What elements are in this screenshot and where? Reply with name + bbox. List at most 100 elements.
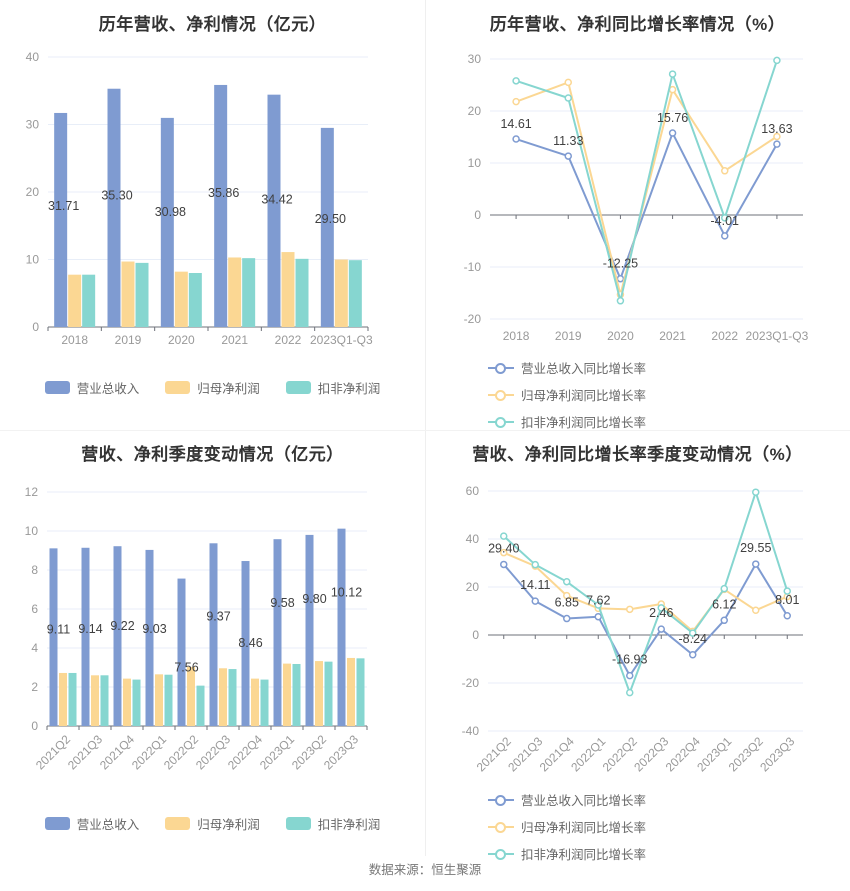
bar-non_gaap[interactable] <box>82 274 96 327</box>
point-revenue[interactable] <box>783 612 791 620</box>
legend-item-non_gaap[interactable]: 扣非净利润同比增长率 <box>488 844 670 863</box>
point-non_gaap[interactable] <box>689 629 697 637</box>
bar-net_profit[interactable] <box>315 661 323 726</box>
legend-item-revenue[interactable]: 营业总收入 <box>44 378 139 397</box>
legend-item-net_profit[interactable]: 归母净利润 <box>165 814 260 833</box>
legend-item-revenue[interactable]: 营业总收入同比增长率 <box>488 358 670 377</box>
point-revenue[interactable] <box>616 274 625 283</box>
bar-non_gaap[interactable] <box>188 273 202 327</box>
bar-net_profit[interactable] <box>251 678 259 726</box>
point-revenue[interactable] <box>563 614 571 623</box>
bar-non_gaap[interactable] <box>68 672 77 726</box>
point-non_gaap[interactable] <box>564 94 572 102</box>
legend-item-non_gaap[interactable]: 扣非净利润 <box>285 814 380 833</box>
bar-revenue[interactable] <box>81 547 90 726</box>
point-non_gaap[interactable] <box>563 577 571 586</box>
bar-revenue[interactable] <box>113 546 122 726</box>
bar-net_profit[interactable] <box>334 259 348 328</box>
legend-item-revenue[interactable]: 营业总收入同比增长率 <box>488 790 670 809</box>
point-revenue[interactable] <box>657 625 665 633</box>
point-non_gaap[interactable] <box>531 560 539 569</box>
point-net_profit[interactable] <box>721 167 729 175</box>
bar-non_gaap[interactable] <box>132 679 141 726</box>
bar-net_profit[interactable] <box>283 663 291 726</box>
point-revenue[interactable] <box>531 597 539 605</box>
bar-non_gaap[interactable] <box>242 258 256 327</box>
bar-non_gaap[interactable] <box>100 675 109 726</box>
point-revenue[interactable] <box>594 612 602 621</box>
bar-revenue[interactable] <box>49 548 58 726</box>
bar-net_profit[interactable] <box>59 672 67 726</box>
bar-revenue[interactable] <box>160 117 174 327</box>
bar-non_gaap[interactable] <box>324 661 333 726</box>
bar-revenue[interactable] <box>273 539 282 726</box>
bar-non_gaap[interactable] <box>164 674 173 726</box>
bar-revenue[interactable] <box>267 94 281 327</box>
bar-non_gaap[interactable] <box>348 260 362 327</box>
bar-revenue[interactable] <box>145 549 154 726</box>
point-non_gaap[interactable] <box>752 488 760 496</box>
bar-revenue[interactable] <box>177 578 186 726</box>
bar-net_profit[interactable] <box>347 657 355 726</box>
bar-net_profit[interactable] <box>219 668 227 726</box>
point-net_profit[interactable] <box>564 78 572 87</box>
point-non_gaap[interactable] <box>668 70 677 78</box>
point-net_profit[interactable] <box>626 605 634 614</box>
point-non_gaap[interactable] <box>594 601 602 609</box>
bar-non_gaap[interactable] <box>196 685 205 726</box>
bar-revenue[interactable] <box>305 534 314 726</box>
point-revenue[interactable] <box>752 560 760 568</box>
point-non_gaap[interactable] <box>657 604 665 612</box>
point-revenue[interactable] <box>689 651 697 659</box>
point-non_gaap[interactable] <box>773 56 781 65</box>
point-net_profit[interactable] <box>563 591 571 600</box>
legend-item-net_profit[interactable]: 归母净利润同比增长率 <box>488 385 670 404</box>
bar-net_profit[interactable] <box>123 678 131 726</box>
bar-non_gaap[interactable] <box>292 663 301 726</box>
point-revenue[interactable] <box>564 152 572 160</box>
legend-item-revenue[interactable]: 营业总收入 <box>44 814 139 833</box>
legend-item-non_gaap[interactable]: 扣非净利润同比增长率 <box>488 412 670 431</box>
bar-net_profit[interactable] <box>187 666 195 726</box>
bar-revenue[interactable] <box>54 112 68 328</box>
bar-revenue[interactable] <box>320 127 334 327</box>
legend-item-net_profit[interactable]: 归母净利润同比增长率 <box>488 817 670 836</box>
bar-net_profit[interactable] <box>91 675 99 726</box>
point-revenue[interactable] <box>773 140 781 148</box>
bar-net_profit[interactable] <box>68 274 82 327</box>
point-net_profit[interactable] <box>512 97 520 106</box>
point-revenue[interactable] <box>626 671 634 680</box>
point-net_profit[interactable] <box>500 548 508 557</box>
point-non_gaap[interactable] <box>616 297 625 305</box>
bar-revenue[interactable] <box>241 561 250 726</box>
point-net_profit[interactable] <box>752 606 760 615</box>
bar-non_gaap[interactable] <box>356 658 365 726</box>
point-non_gaap[interactable] <box>783 587 791 595</box>
bar-net_profit[interactable] <box>155 674 163 726</box>
point-revenue[interactable] <box>721 232 729 240</box>
point-revenue[interactable] <box>500 560 508 569</box>
bar-non_gaap[interactable] <box>295 258 309 327</box>
bar-non_gaap[interactable] <box>260 679 269 726</box>
legend-item-net_profit[interactable]: 归母净利润 <box>165 378 260 397</box>
point-revenue[interactable] <box>512 135 520 143</box>
bar-revenue[interactable] <box>337 528 346 726</box>
bar-net_profit[interactable] <box>174 271 188 327</box>
point-revenue[interactable] <box>668 129 677 137</box>
bar-net_profit[interactable] <box>228 257 242 327</box>
point-revenue[interactable] <box>720 616 728 625</box>
bar-non_gaap[interactable] <box>228 669 237 726</box>
bar-non_gaap[interactable] <box>135 262 149 327</box>
bar-revenue[interactable] <box>107 88 121 327</box>
bar-net_profit[interactable] <box>121 261 135 327</box>
point-non_gaap[interactable] <box>721 214 729 222</box>
point-non_gaap[interactable] <box>500 532 508 540</box>
point-net_profit[interactable] <box>773 132 781 141</box>
bar-revenue[interactable] <box>214 84 228 327</box>
bar-net_profit[interactable] <box>281 252 295 327</box>
point-non_gaap[interactable] <box>512 77 520 85</box>
point-non_gaap[interactable] <box>626 688 634 697</box>
bar-revenue[interactable] <box>209 543 218 726</box>
point-non_gaap[interactable] <box>720 584 728 593</box>
legend-item-non_gaap[interactable]: 扣非净利润 <box>285 378 380 397</box>
